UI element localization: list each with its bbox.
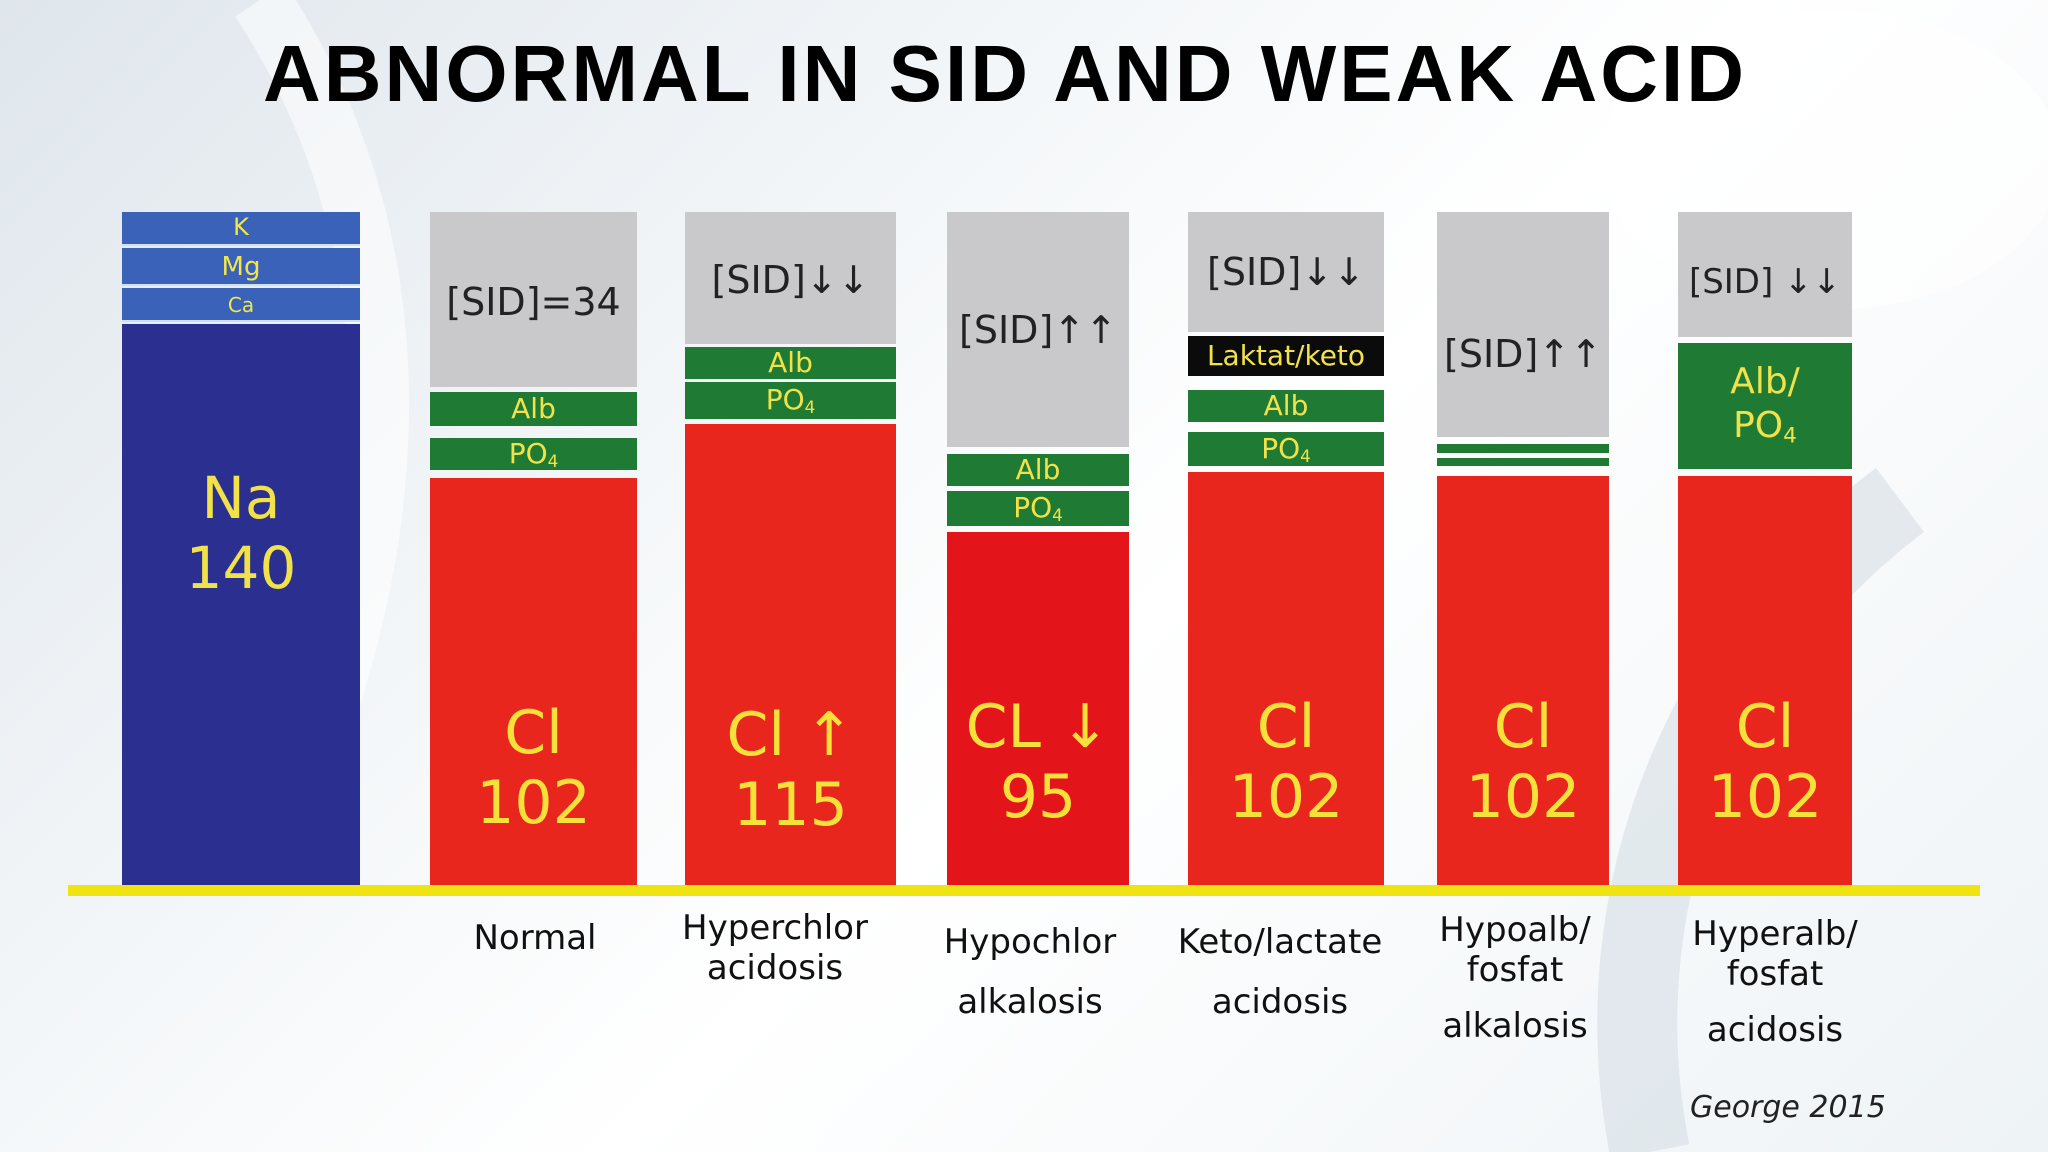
cation-column: K Mg Ca Na 140 [122,212,360,887]
chloride-symbol: Cl [1493,692,1553,762]
label-hyperalb-fosfat-acidosis: Hyperalb/ fosfat acidosis [1660,914,1890,1050]
label-line1: Hyperalb/ [1692,914,1858,954]
sid-segment: [SID]↓↓ [685,212,896,344]
chloride-symbol: Cl [1256,692,1316,762]
sid-segment: [SID]↑↑ [1437,212,1609,437]
albumin-segment: Alb [1188,390,1384,422]
chloride-value: 102 [1707,762,1823,832]
calcium-segment: Ca [122,288,360,322]
phosphate-segment: PO4 [685,382,896,419]
label-line1: Hypochlor [943,922,1117,962]
phosphate-subscript: 4 [1300,446,1311,467]
phosphate-label: PO [508,437,548,470]
phosphate-label: PO [1733,405,1784,446]
chloride-segment: Cl ↑ 115 [685,424,896,887]
chloride-segment: Cl 102 [430,478,637,887]
slide-title: ABNORMAL IN SID AND WEAK ACID [263,29,1747,118]
sid-label: [SID]↓↓ [1207,250,1365,294]
phosphate-label: PO [1261,432,1301,465]
chloride-value: 102 [476,768,591,838]
chloride-segment: CL ↓ 95 [947,532,1129,887]
albumin-segment: Alb [430,392,637,426]
label-line2: alkalosis [957,982,1103,1022]
sid-label: [SID]↓↓ [711,258,870,302]
chloride-symbol: CL ↓ [965,692,1111,762]
sid-segment: [SID]=34 [430,212,637,387]
chloride-segment: Cl 102 [1437,476,1609,887]
chloride-value: 102 [1228,762,1344,832]
phosphate-subscript: 4 [1052,505,1063,526]
albumin-segment: Alb [947,454,1129,486]
label-line3: alkalosis [1442,1006,1588,1046]
label-line1: Hyperchlor [682,908,868,948]
label-line2: fosfat [1726,954,1824,994]
label-line1: Hypoalb/ [1439,910,1591,950]
potassium-segment: K [122,212,360,246]
phosphate-label: PO [1013,491,1053,524]
label-normal: Normal [430,918,640,958]
label-line2: acidosis [1211,982,1349,1022]
albumin-phosphate-label-line1: Alb/ [1730,361,1800,402]
label-line2: fosfat [1466,950,1564,990]
albumin-label: Alb [1263,389,1309,422]
label-line2: acidosis [706,948,844,988]
label-keto-lactate-acidosis: Keto/lactate acidosis [1155,912,1405,1032]
phosphate-label: PO [765,383,805,416]
sid-label: [SID]↑↑ [1444,332,1602,376]
sodium-value: 140 [185,534,297,602]
phosphate-segment: PO4 [947,491,1129,526]
phosphate-thin-segment [1437,458,1609,466]
albumin-label: Alb [768,346,813,379]
albumin-thin-segment [1437,444,1609,453]
label-hypochlor-alkalosis: Hypochlor alkalosis [910,912,1150,1032]
sid-label: [SID] ↓↓ [1688,262,1842,302]
label-hyperchlor-acidosis: Hyperchlor acidosis [650,908,900,988]
chloride-value: 115 [733,770,848,840]
column-hyperalb-fosfat-acidosis: [SID] ↓↓ Alb/ PO4 Cl 102 [1678,212,1852,887]
chloride-segment: Cl 102 [1678,476,1852,887]
phosphate-subscript: 4 [547,451,559,472]
label-line1: Normal [473,918,597,958]
chloride-symbol: Cl [1735,692,1795,762]
albumin-label: Alb [1015,453,1061,486]
phosphate-segment: PO4 [1188,432,1384,466]
column-normal: [SID]=34 Alb PO4 Cl 102 [430,212,637,887]
column-hypoalb-fosfat-alkalosis: [SID]↑↑ Cl 102 [1437,212,1609,887]
sodium-segment: Na 140 [122,324,360,887]
chloride-value: 95 [999,762,1077,832]
label-hypoalb-fosfat-alkalosis: Hypoalb/ fosfat alkalosis [1405,910,1625,1046]
lactate-keto-segment: Laktat/keto [1188,336,1384,376]
magnesium-label: Mg [221,252,261,282]
chloride-segment: Cl 102 [1188,472,1384,887]
sid-segment: [SID]↓↓ [1188,212,1384,332]
albumin-phosphate-label-line2: PO4 [1678,405,1852,448]
albumin-label: Alb [511,392,556,425]
sodium-symbol: Na [201,464,281,532]
albumin-segment: Alb [685,347,896,379]
chloride-symbol: Cl [504,698,563,768]
potassium-label: K [233,213,249,241]
chloride-value: 102 [1465,762,1581,832]
column-hyperchlor-acidosis: [SID]↓↓ Alb PO4 Cl ↑ 115 [685,212,896,887]
chloride-symbol: Cl ↑ [726,700,855,770]
phosphate-subscript: 4 [804,397,816,418]
sid-segment: [SID]↑↑ [947,212,1129,447]
phosphate-subscript: 4 [1783,423,1797,449]
label-line3: acidosis [1706,1010,1844,1050]
label-line1: Keto/lactate [1177,922,1383,962]
baseline [68,885,1980,896]
column-keto-lactate-acidosis: [SID]↓↓ Laktat/keto Alb PO4 Cl 102 [1188,212,1384,887]
sid-label: [SID]=34 [446,280,621,324]
column-hypochlor-alkalosis: [SID]↑↑ Alb PO4 CL ↓ 95 [947,212,1129,887]
magnesium-segment: Mg [122,248,360,286]
phosphate-segment: PO4 [430,437,637,472]
credit: George 2015 [1690,1090,1886,1125]
albumin-phosphate-segment: Alb/ PO4 [1678,343,1852,469]
sid-segment: [SID] ↓↓ [1678,212,1852,337]
calcium-label: Ca [227,293,255,317]
sid-label: [SID]↑↑ [959,308,1117,352]
lactate-keto-label: Laktat/keto [1206,339,1366,372]
